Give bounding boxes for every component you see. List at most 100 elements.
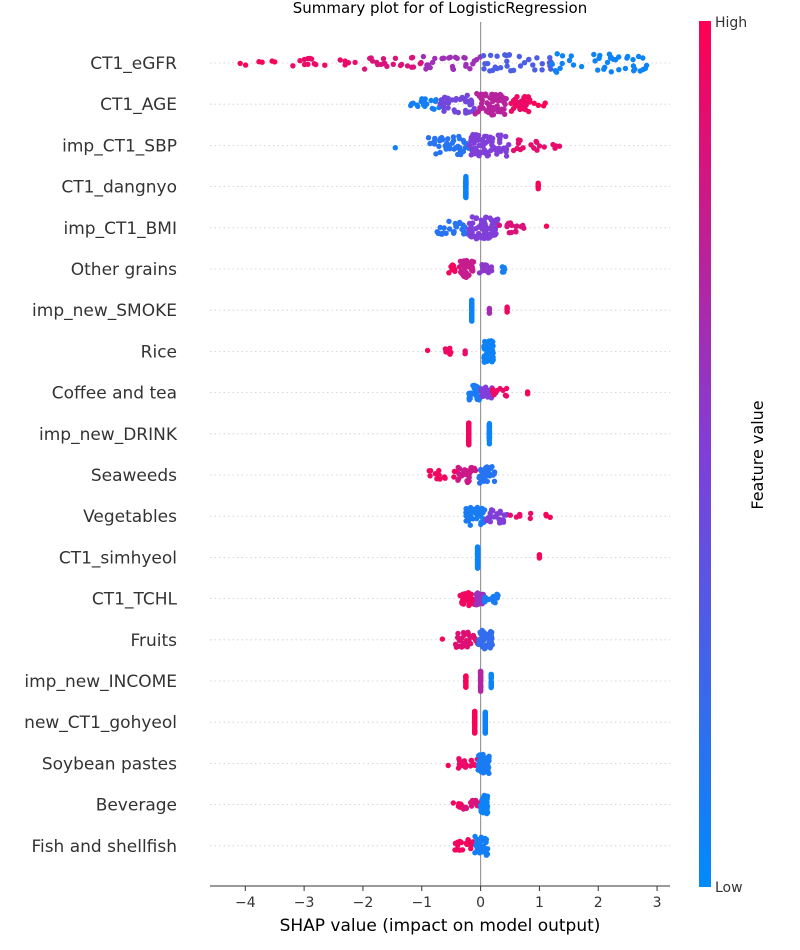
shap-point	[466, 439, 472, 445]
chart-title: Summary plot for of LogisticRegression	[293, 0, 588, 17]
shap-point	[466, 508, 473, 514]
shap-point	[436, 467, 442, 474]
shap-point	[498, 148, 504, 154]
shap-point	[491, 478, 498, 484]
shap-point	[474, 504, 481, 511]
shap-point	[478, 591, 485, 598]
shap-point	[479, 136, 486, 143]
shap-point	[305, 61, 311, 67]
shap-point	[513, 514, 520, 520]
shap-point	[342, 62, 348, 68]
shap-point	[465, 264, 471, 270]
shap-point	[495, 106, 501, 112]
shap-point	[471, 146, 478, 152]
shap-point	[477, 685, 484, 691]
shap-point	[517, 63, 524, 69]
shap-point	[488, 348, 495, 355]
colorbar-high-label: High	[715, 15, 747, 31]
shap-point	[441, 55, 447, 61]
shap-point	[378, 61, 384, 68]
shap-point	[469, 390, 475, 396]
row-guides	[210, 62, 670, 847]
shap-point	[488, 673, 494, 679]
feature-label: Seaweeds	[91, 466, 177, 486]
shap-point	[492, 232, 498, 238]
shap-point	[477, 677, 484, 683]
shap-point	[449, 63, 456, 70]
shap-point	[490, 508, 496, 514]
shap-point	[307, 55, 313, 62]
shap-point	[497, 139, 503, 146]
shap-point	[502, 145, 509, 151]
shap-point	[392, 145, 398, 151]
shap-point	[484, 846, 491, 852]
shap-point	[483, 133, 490, 140]
shap-point	[485, 515, 491, 521]
shap-point	[466, 426, 472, 432]
shap-point	[442, 346, 449, 352]
shap-point	[409, 64, 415, 70]
shap-point	[474, 601, 480, 607]
shap-point	[502, 111, 508, 118]
feature-labels: CT1_eGFR CT1_AGE imp_CT1_SBP CT1_dangnyoimp…	[24, 54, 178, 857]
shap-point	[441, 100, 448, 107]
shap-point	[553, 143, 559, 149]
feature-label: CT1_simhyeol	[59, 548, 177, 568]
shap-point	[342, 58, 348, 64]
feature-label: CT1_eGFR	[90, 54, 177, 74]
shap-point	[421, 98, 427, 104]
shap-point	[404, 63, 411, 69]
shap-point	[490, 357, 496, 363]
shap-point	[431, 139, 437, 145]
shap-point	[502, 101, 508, 108]
shap-point	[479, 143, 486, 149]
shap-point	[506, 230, 512, 236]
shap-point	[512, 103, 519, 109]
shap-point	[493, 514, 499, 520]
shap-point	[297, 58, 303, 64]
shap-point	[457, 258, 464, 264]
shap-point	[578, 63, 585, 70]
shap-point	[451, 229, 457, 235]
shap-point	[504, 58, 510, 64]
shap-point	[552, 68, 559, 74]
shap-point	[442, 475, 448, 481]
shap-point	[457, 96, 463, 103]
shap-point	[483, 464, 490, 470]
shap-point	[469, 464, 475, 471]
shap-point	[480, 475, 486, 481]
points-layer	[237, 51, 650, 858]
shap-point	[461, 229, 467, 235]
shap-point	[515, 140, 522, 147]
shap-point	[469, 301, 475, 307]
shap-point	[499, 264, 506, 270]
shap-point	[516, 99, 522, 106]
shap-point	[269, 58, 275, 64]
shap-point	[476, 842, 482, 848]
shap-point	[536, 552, 543, 559]
shap-point	[481, 646, 488, 652]
shap-point	[472, 708, 478, 715]
shap-point	[479, 262, 485, 268]
feature-label: CT1_AGE	[100, 95, 177, 115]
shap-point	[478, 802, 485, 808]
shap-point	[601, 66, 607, 72]
x-tick-label: 3	[653, 895, 662, 911]
shap-point	[449, 266, 455, 273]
shap-point	[453, 847, 460, 853]
shap-point	[635, 53, 642, 60]
shap-point	[474, 550, 481, 557]
shap-point	[433, 151, 439, 157]
shap-point	[547, 514, 553, 520]
shap-point	[472, 714, 478, 720]
shap-point	[486, 422, 493, 428]
feature-label: imp_new_DRINK	[39, 425, 178, 445]
x-axis-ticks: −4 −3 −2 −1 0 1 2 3	[235, 886, 662, 911]
shap-point	[483, 836, 490, 843]
feature-label: imp_new_SMOKE	[32, 301, 177, 321]
shap-point	[361, 66, 368, 72]
shap-point	[462, 467, 468, 473]
shap-point	[485, 755, 491, 762]
shap-point	[487, 95, 493, 101]
